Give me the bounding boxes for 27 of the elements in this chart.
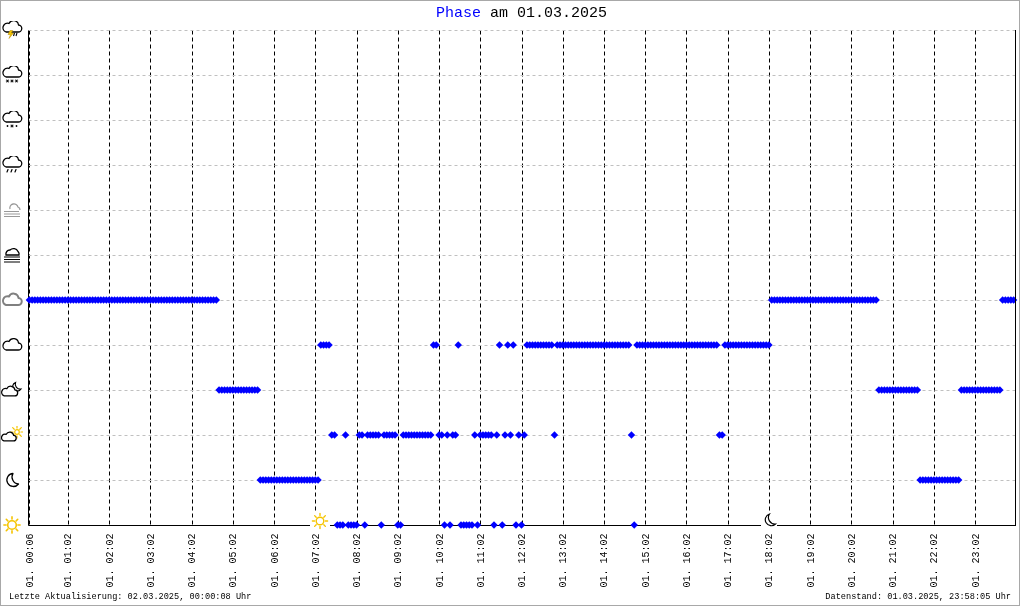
text: Letzte Aktualisierung: 02.03.2025, 00:00:08 Uhr <box>9 592 252 603</box>
x-tick-label: 01. 15:02 <box>640 533 652 588</box>
chart-title: Phase am 01.03.2025 <box>434 5 608 23</box>
x-tick-label: 01. 10:02 <box>434 533 446 588</box>
x-tick-label: 01. 21:02 <box>888 533 900 588</box>
x-tick-label: 01. 12:02 <box>517 533 528 588</box>
x-tick-label: 01. 04:02 <box>187 533 199 588</box>
x-tick-label: 01. 13:02 <box>558 533 570 588</box>
x-tick-label: 01. 00:06 <box>24 533 36 588</box>
x-tick-label: 01. 16:02 <box>681 533 693 588</box>
x-tick-label: 01. 22:02 <box>929 533 941 588</box>
x-tick-label: 01. 11:02 <box>475 533 487 588</box>
x-tick-label: 01. 23:02 <box>970 533 982 588</box>
x-tick-label: 01. 01:02 <box>63 533 75 588</box>
x-tick-label: 01. 20:02 <box>846 533 858 588</box>
x-tick-label: 01. 03:02 <box>145 533 157 588</box>
x-tick-label: 01. 06:02 <box>269 533 281 588</box>
x-tick-label: 01. 18:02 <box>764 533 776 588</box>
x-tick-label: 01. 07:02 <box>310 533 322 588</box>
x-tick-label: 01. 09:02 <box>393 533 405 588</box>
x-tick-label: 01. 05:02 <box>228 533 240 588</box>
text: Datenstand: 01.03.2025, 23:58:05 Uhr <box>825 592 1011 603</box>
x-tick-label: 01. 19:02 <box>805 533 817 588</box>
x-tick-label: 01. 14:02 <box>599 533 611 588</box>
x-tick-label: 01. 17:02 <box>723 533 735 588</box>
x-tick-label: 01. 02:02 <box>104 533 116 588</box>
x-tick-label: 01. 08:02 <box>352 533 364 588</box>
